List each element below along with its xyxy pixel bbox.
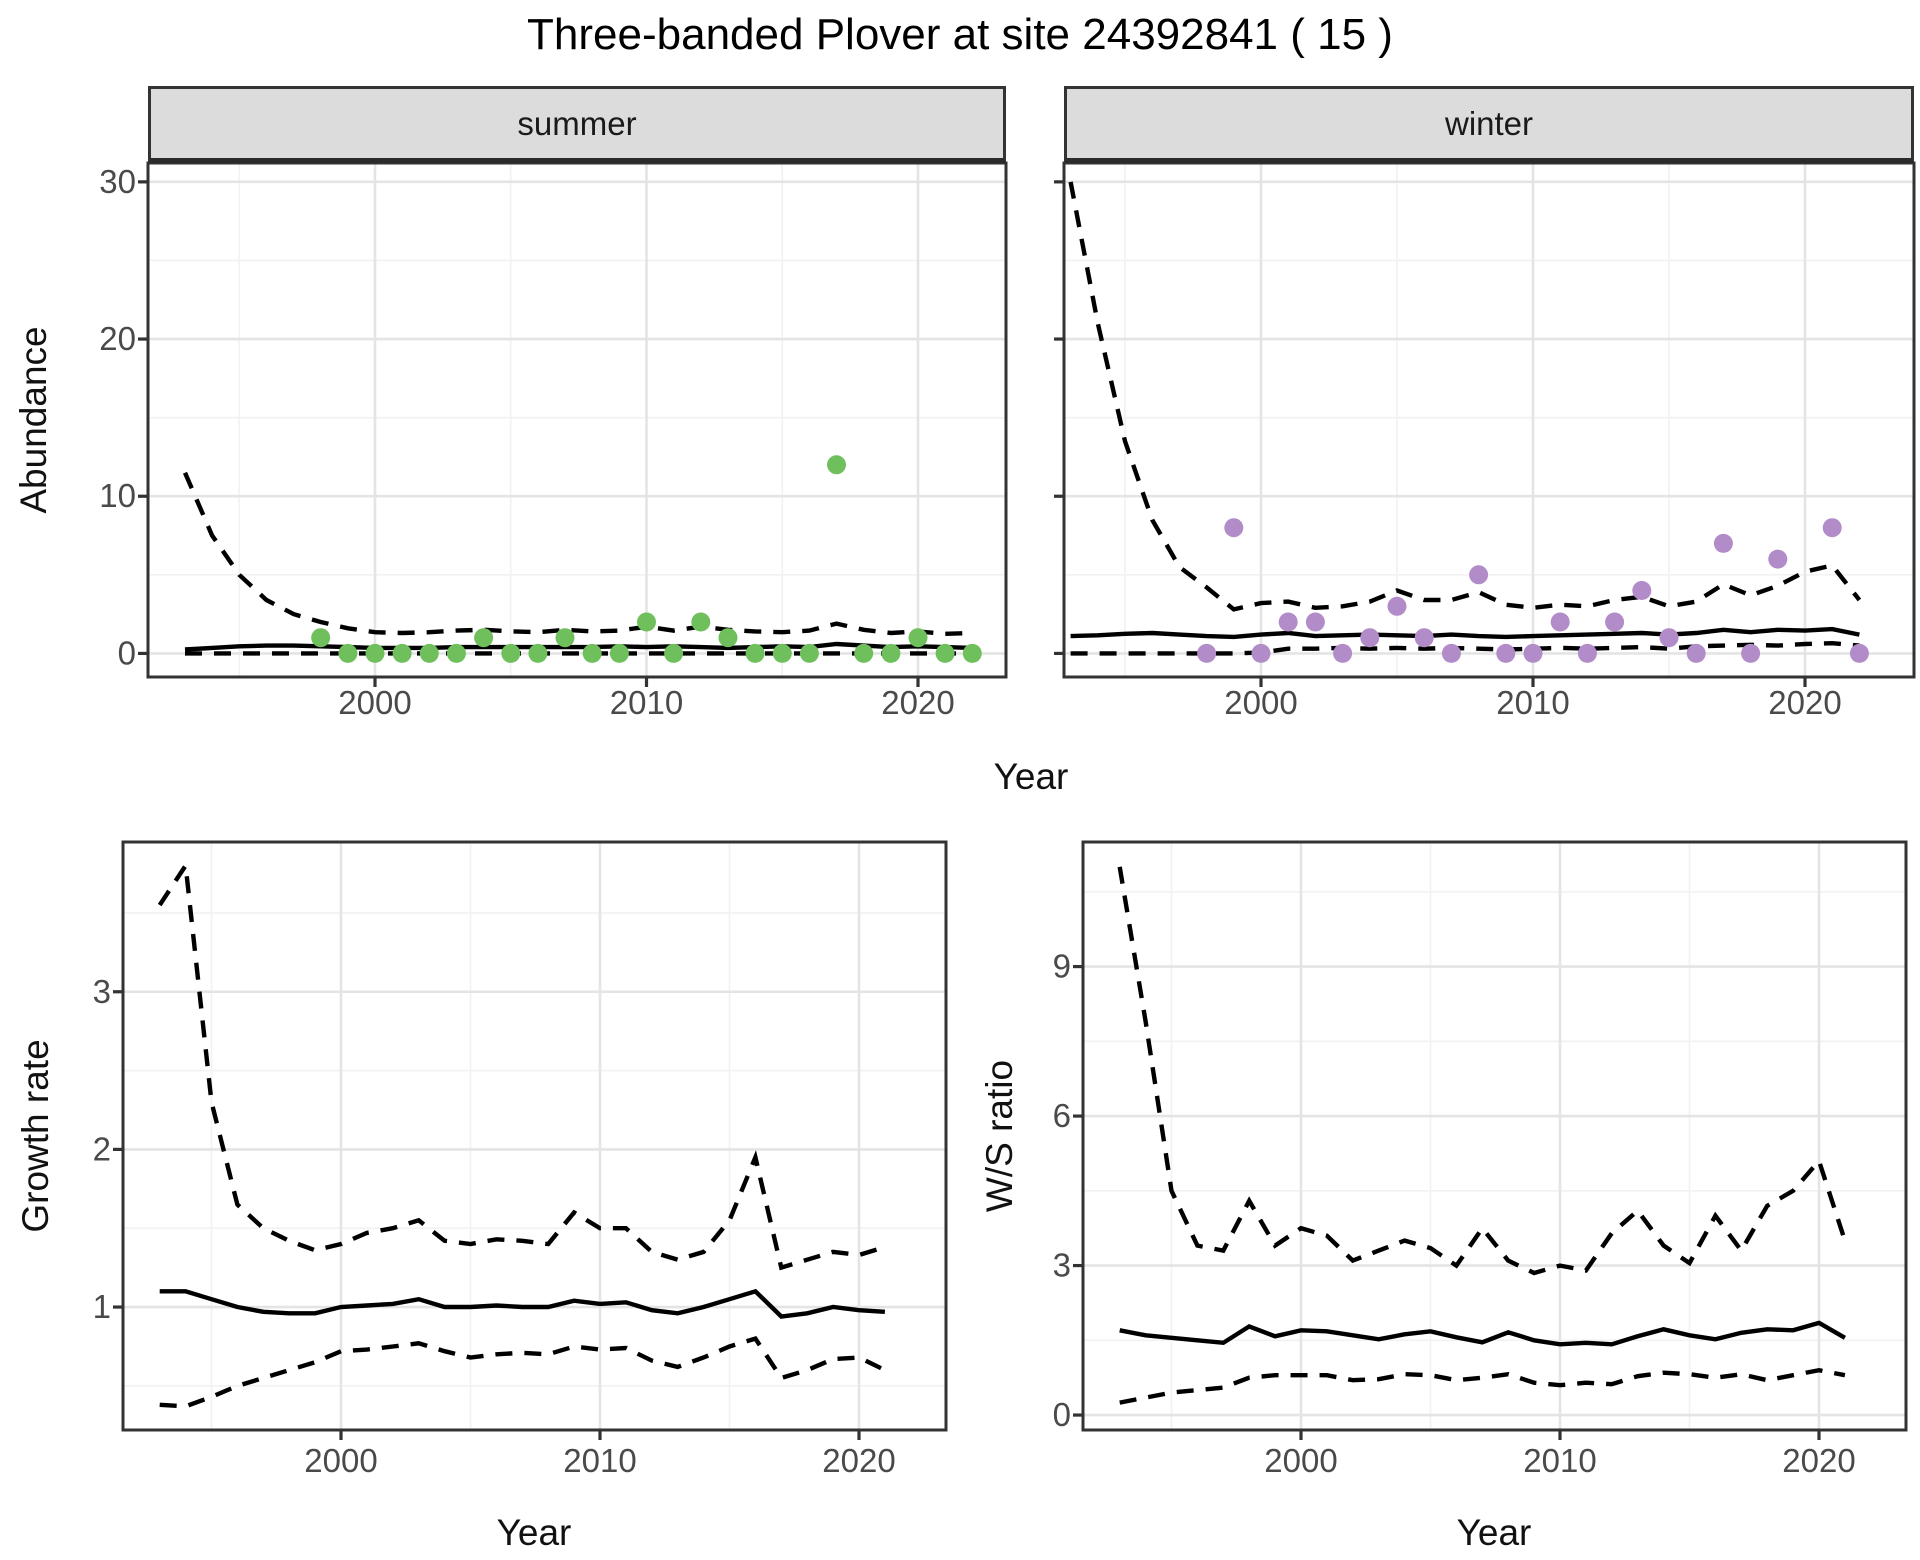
data-point	[772, 643, 792, 663]
x-tick-label: 2020	[1768, 684, 1841, 721]
data-point	[1414, 628, 1434, 648]
y-tick-label: 10	[99, 477, 136, 514]
x-tick-label: 2010	[610, 684, 683, 721]
y-axis-title-abundance: Abundance	[13, 326, 54, 514]
y-tick-label: 20	[99, 320, 136, 357]
data-point	[1822, 518, 1842, 538]
panel-growth_rate: 2000 2010 2020 1 2 3	[93, 840, 948, 1479]
data-point	[1387, 596, 1407, 616]
data-point	[637, 612, 656, 632]
data-point	[1278, 612, 1298, 632]
data-point	[1224, 518, 1244, 538]
figure-title: Three-banded Plover at site 24392841 ( 1…	[527, 10, 1393, 59]
y-tick-label: 3	[1053, 1247, 1071, 1284]
lower-ci-line	[1119, 1367, 1846, 1405]
data-point	[1659, 628, 1679, 648]
data-point	[1550, 612, 1570, 632]
data-point	[582, 643, 602, 663]
x-axis-title-year-growth: Year	[496, 1512, 572, 1553]
y-tick-label: 3	[93, 973, 111, 1010]
data-point	[419, 643, 439, 663]
x-tick-label: 2000	[304, 1442, 377, 1479]
data-point	[827, 455, 846, 475]
data-point	[799, 643, 819, 663]
data-point	[474, 628, 494, 648]
mean-line	[1119, 1320, 1846, 1347]
data-point	[501, 643, 521, 663]
data-point	[1523, 643, 1543, 663]
data-point	[881, 643, 901, 663]
data-point	[1197, 643, 1217, 663]
y-axis-title-growth-rate: Growth rate	[15, 1039, 56, 1233]
x-tick-label: 2020	[822, 1442, 895, 1479]
facet-strip-winter: winter	[1064, 86, 1914, 163]
upper-ci-line	[157, 859, 886, 1271]
data-point	[365, 643, 385, 663]
facet-strip-summer-label: summer	[517, 104, 637, 142]
mean-line	[159, 1288, 886, 1319]
data-point	[664, 643, 684, 663]
data-point	[962, 643, 982, 663]
y-tick-label: 2	[93, 1130, 111, 1167]
mean-line	[1070, 626, 1860, 640]
data-point	[745, 643, 765, 663]
mean-line	[184, 641, 973, 652]
y-tick-label: 0	[1053, 1396, 1071, 1433]
data-point	[1849, 643, 1869, 663]
data-point	[1496, 643, 1516, 663]
data-point	[1333, 643, 1353, 663]
data-point	[311, 628, 331, 648]
facet-strip-summer: summer	[148, 86, 1006, 163]
data-point	[1632, 581, 1652, 600]
data-point	[446, 643, 466, 663]
y-tick-label: 6	[1053, 1097, 1071, 1134]
upper-ci-line	[1068, 181, 1862, 612]
x-tick-label: 2010	[563, 1442, 636, 1479]
panel-ws_ratio: 2000 2010 2020 0 3 6 9	[1053, 840, 1908, 1479]
data-point	[1605, 612, 1625, 632]
data-point	[1251, 643, 1271, 663]
data-point	[718, 628, 738, 648]
data-point	[1713, 533, 1733, 553]
y-tick-label: 0	[118, 634, 136, 671]
y-tick-label: 1	[93, 1288, 111, 1325]
x-tick-label: 2020	[1782, 1442, 1855, 1479]
data-point	[1305, 612, 1325, 632]
x-tick-label: 2010	[1523, 1442, 1596, 1479]
facet-strip-winter-label: winter	[1444, 104, 1534, 142]
data-point	[1686, 643, 1706, 663]
y-tick-label: 30	[99, 163, 136, 200]
data-point	[555, 628, 575, 648]
data-point	[392, 643, 412, 663]
data-point	[1741, 643, 1761, 663]
panel-abundance_summer: 2000 2010 2020 0 10 20 30	[99, 161, 1008, 721]
y-tick-label: 9	[1053, 948, 1071, 985]
data-point	[691, 612, 711, 632]
data-point	[854, 643, 874, 663]
upper-ci-line	[182, 471, 973, 637]
data-point	[609, 643, 629, 663]
lower-ci-line	[159, 1336, 886, 1409]
data-point	[1360, 628, 1380, 648]
x-tick-label: 2020	[881, 684, 954, 721]
x-tick-label: 2000	[1224, 684, 1297, 721]
data-point	[1577, 643, 1597, 663]
data-point	[908, 628, 928, 648]
panel-abundance_winter: 2000 2010 2020	[1054, 161, 1916, 721]
x-tick-label: 2000	[1264, 1442, 1337, 1479]
data-point	[1768, 549, 1788, 569]
x-axis-title-year-top: Year	[993, 756, 1069, 797]
x-tick-label: 2000	[338, 684, 411, 721]
x-tick-label: 2010	[1496, 684, 1569, 721]
data-point	[935, 643, 955, 663]
data-point	[528, 643, 548, 663]
data-point	[338, 643, 358, 663]
data-point	[1441, 643, 1461, 663]
y-axis-title-ws-ratio: W/S ratio	[979, 1059, 1020, 1213]
data-point	[1469, 565, 1489, 585]
x-axis-title-year-ws: Year	[1456, 1512, 1532, 1553]
